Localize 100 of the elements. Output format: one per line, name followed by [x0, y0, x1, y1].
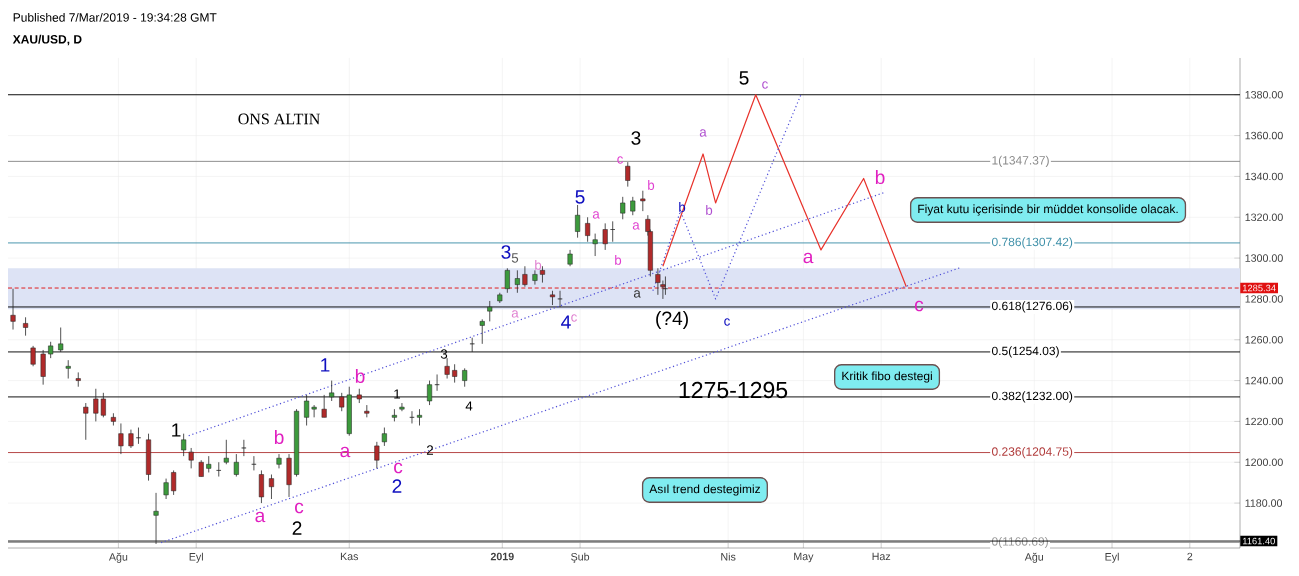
annotation: b: [355, 368, 365, 384]
annotation: 1: [321, 358, 330, 372]
candlestick: [381, 427, 387, 447]
candlestick: [549, 290, 556, 306]
candlestick: [522, 265, 528, 288]
candlestick: [65, 359, 71, 379]
candlestick: [487, 300, 493, 322]
candlestick: [416, 408, 423, 426]
candlestick: [514, 269, 520, 294]
candlestick: [539, 265, 545, 283]
y-tick-label: 1320.00: [1245, 213, 1283, 222]
ref-line-label: 0.618(1276.06): [991, 301, 1073, 313]
annotation: 5: [511, 253, 519, 263]
candlestick: [268, 474, 274, 500]
annotation: a: [511, 310, 519, 318]
annotation: Kritik fibo destegi: [842, 371, 932, 383]
annotation: 1: [394, 389, 401, 399]
candlestick: [58, 327, 64, 353]
ref-line-label: 0.236(1204.75): [991, 446, 1073, 459]
annotation: (?4): [656, 311, 688, 329]
annotation: b: [706, 205, 713, 215]
y-tick-label: 1220.00: [1245, 417, 1283, 426]
y-tick-label: 1180.00: [1245, 499, 1283, 507]
y-tick-label: 1360.00: [1245, 131, 1283, 140]
ref-line-label: 0.786(1307.42): [991, 237, 1073, 249]
candlestick: [630, 196, 636, 216]
annotation: a: [255, 511, 266, 523]
candlestick: [391, 408, 397, 422]
x-tick-label: May: [794, 552, 814, 563]
candlestick: [241, 439, 247, 457]
annotation: b: [535, 260, 542, 270]
x-tick-label: 2: [1187, 552, 1193, 561]
annotation: a: [803, 252, 814, 264]
candlestick: [153, 492, 159, 545]
candlestick: [557, 290, 563, 308]
candlestick: [181, 433, 187, 457]
ref-line-label: 0.382(1232.00): [991, 391, 1073, 403]
annotation: 3: [501, 245, 511, 259]
candlestick: [188, 447, 194, 469]
y-tick-label: 1280.00: [1245, 295, 1283, 303]
annotation: 3: [631, 131, 641, 145]
annotation: ONS ALTIN: [238, 113, 320, 125]
candlestick: [364, 404, 370, 418]
candlestick: [625, 161, 631, 188]
candlestick: [30, 345, 36, 367]
x-tick-label: Kas: [340, 552, 359, 561]
candlestick: [585, 216, 591, 243]
annotation: 4: [561, 315, 571, 329]
candlestick: [399, 402, 405, 412]
candlestick: [479, 318, 485, 345]
candlestick: [233, 453, 239, 477]
candlestick: [258, 470, 264, 504]
annotation: b: [648, 180, 655, 190]
annotation: 1275-1295: [679, 381, 788, 399]
annotation: 2: [292, 521, 302, 535]
candlestick: [75, 372, 81, 388]
candlestick: [118, 423, 124, 455]
annotation: Asıl trend destegimiz: [649, 484, 761, 496]
annotation: a: [699, 129, 707, 137]
x-tick-label: Nis: [721, 552, 736, 561]
candlestick: [452, 363, 458, 384]
y-tick-label: 1340.00: [1245, 172, 1283, 181]
candlestick: [427, 380, 433, 406]
candlestick: [135, 427, 142, 445]
candlestick: [610, 220, 616, 243]
x-tick-label: Eyl: [1105, 552, 1119, 563]
candlestick: [23, 316, 29, 337]
candlestick: [163, 478, 169, 500]
ref-line-label: 1285.34: [1242, 284, 1276, 292]
candlestick: [374, 441, 380, 469]
candlestick: [10, 288, 16, 330]
annotation: Fiyat kutu içerisinde bir müddet konsolide olacak.: [918, 204, 1178, 216]
y-tick-label: 1200.00: [1245, 458, 1283, 467]
annotation: b: [615, 255, 622, 265]
candlestick: [40, 349, 46, 386]
annotation: 2: [392, 479, 402, 493]
candlestick: [602, 222, 608, 251]
candlestick: [575, 204, 581, 239]
candlestick: [620, 196, 626, 220]
x-tick-label: Şub: [571, 552, 590, 563]
y-tick-label: 1240.00: [1245, 376, 1283, 385]
ref-line-label: 1161.40: [1242, 537, 1275, 545]
text: Published 7/Mar/2019 - 19:34:28 GMT: [13, 12, 217, 22]
candlestick: [462, 367, 468, 388]
chart-title: XAU/USD, D: [12, 34, 82, 46]
annotation: a: [633, 290, 641, 298]
annotation: 4: [465, 401, 473, 411]
annotation: 5: [575, 190, 585, 204]
candlestick: [83, 402, 89, 441]
annotation: c: [617, 156, 624, 164]
candlestick: [321, 394, 327, 418]
annotation: c: [394, 462, 403, 474]
candlestick: [171, 470, 177, 496]
candlestick: [329, 380, 335, 402]
candlestick: [276, 453, 282, 469]
candlestick: [444, 357, 450, 379]
line-series: [662, 94, 907, 288]
ref-line-label: 0.5(1254.03): [991, 346, 1059, 358]
annotation: c: [762, 81, 768, 89]
annotation: 3: [440, 349, 448, 359]
